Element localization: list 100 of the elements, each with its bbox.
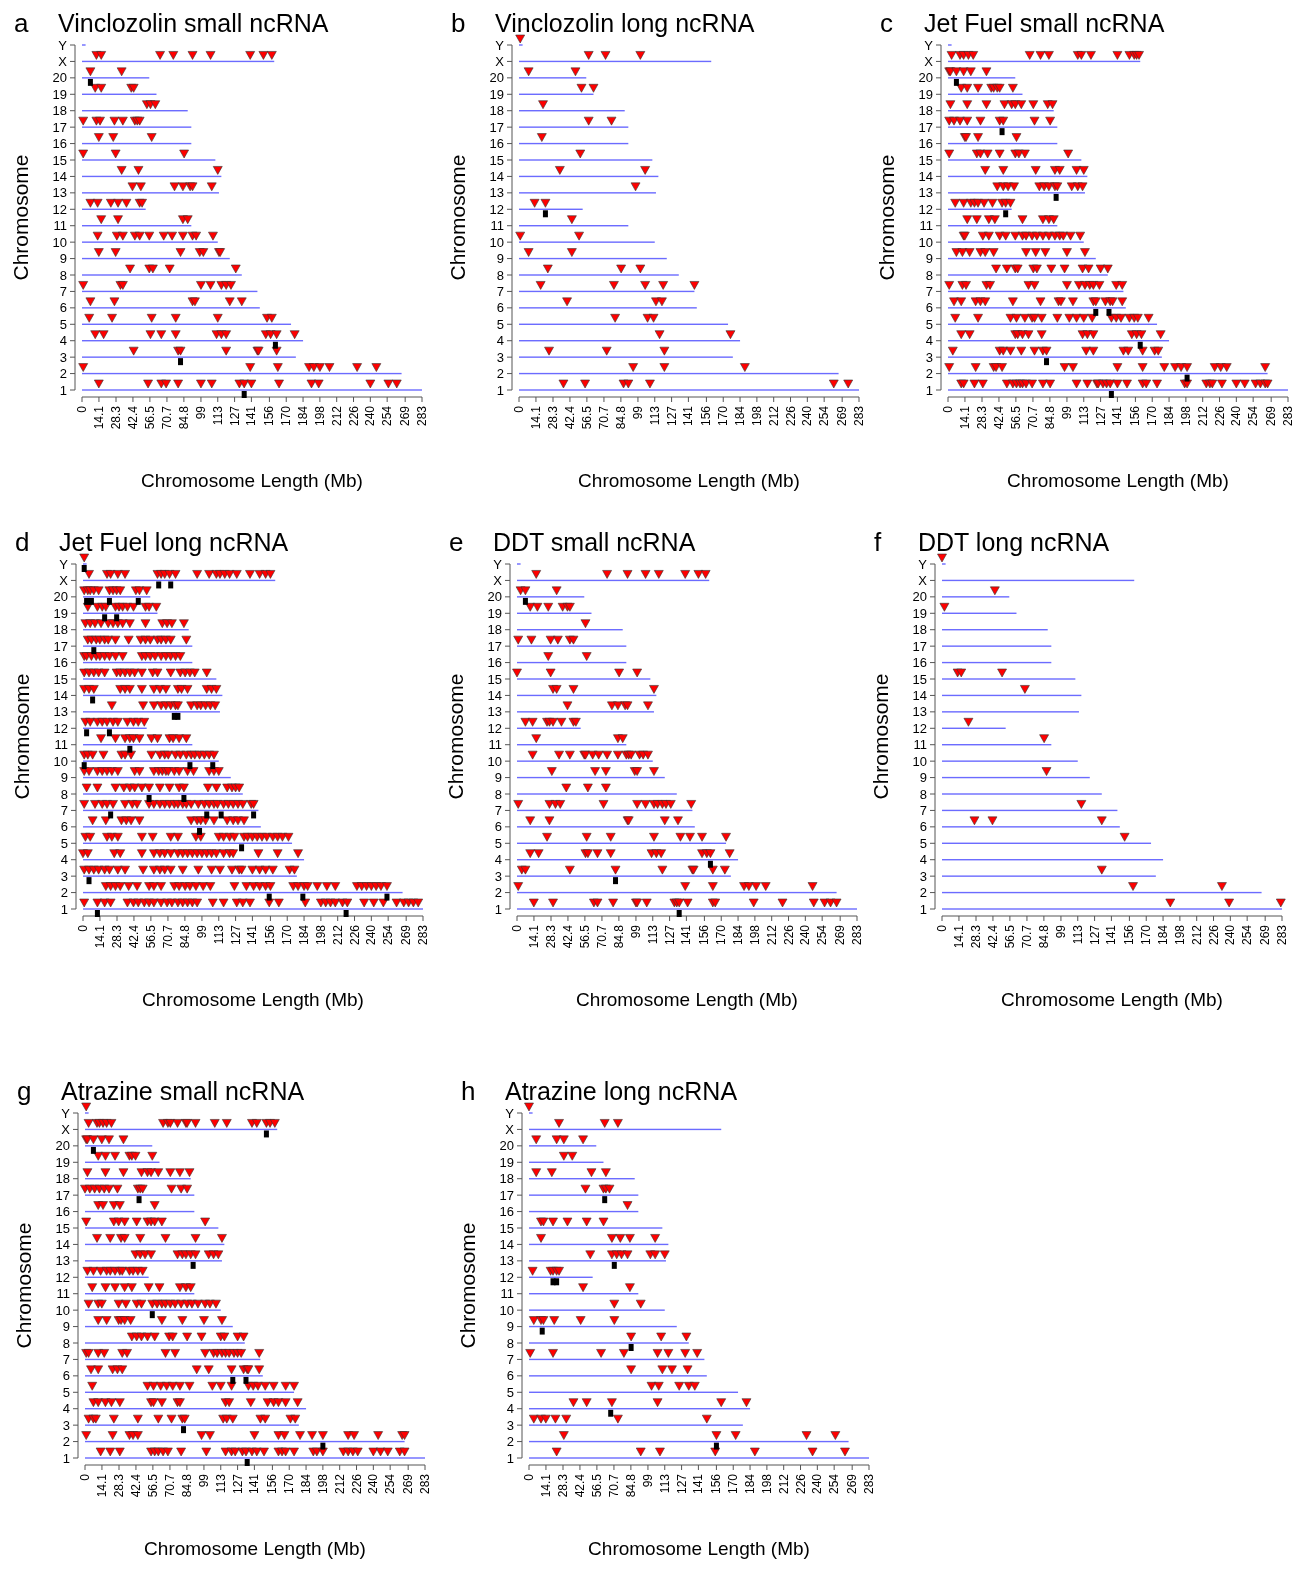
x-tick-label: 14.1 bbox=[957, 405, 972, 430]
y-tick-label: 15 bbox=[918, 152, 933, 168]
x-tick-label: 99 bbox=[630, 405, 645, 420]
x-tick-label: 170 bbox=[716, 405, 731, 427]
chart-title: Atrazine small ncRNA bbox=[61, 1077, 305, 1105]
y-tick-label: 4 bbox=[494, 852, 502, 868]
x-tick-label: 0 bbox=[510, 924, 524, 932]
y-tick-label: 18 bbox=[52, 103, 67, 119]
x-tick-label: 269 bbox=[398, 405, 413, 427]
y-tick-label: 7 bbox=[506, 1351, 514, 1367]
x-tick-label: 212 bbox=[1189, 924, 1204, 946]
x-tick-label: 14.1 bbox=[528, 405, 543, 430]
chart-title: Atrazine long ncRNA bbox=[505, 1077, 738, 1105]
x-tick-label: 269 bbox=[399, 924, 414, 946]
x-tick-label: 56.5 bbox=[589, 1473, 604, 1498]
y-tick-label: 16 bbox=[489, 136, 504, 152]
y-tick-label: 13 bbox=[487, 704, 502, 720]
x-tick-label: 42.4 bbox=[562, 405, 577, 430]
y-tick-label: 9 bbox=[494, 770, 502, 786]
y-axis-title: Chromosome bbox=[9, 154, 32, 281]
x-tick-label: 127 bbox=[664, 405, 679, 427]
x-tick-label: 184 bbox=[743, 1473, 758, 1495]
x-tick-label: 212 bbox=[330, 924, 345, 946]
x-tick-label: 14.1 bbox=[951, 924, 966, 949]
x-tick-label: 240 bbox=[810, 1473, 825, 1495]
y-tick-label: 18 bbox=[489, 103, 504, 119]
y-tick-label: 11 bbox=[54, 737, 68, 753]
y-tick-label: 2 bbox=[62, 1434, 70, 1450]
x-tick-label: 269 bbox=[401, 1473, 416, 1495]
y-tick-label: X bbox=[924, 53, 934, 69]
y-tick-label: 5 bbox=[919, 835, 927, 851]
x-tick-label: 170 bbox=[1139, 924, 1154, 946]
y-tick-label: 8 bbox=[494, 786, 502, 802]
x-tick-label: 99 bbox=[1053, 924, 1068, 939]
x-tick-label: 269 bbox=[835, 405, 850, 427]
x-tick-label: 198 bbox=[747, 924, 762, 946]
y-tick-label: 9 bbox=[62, 1319, 70, 1335]
y-tick-label: 1 bbox=[496, 382, 504, 398]
y-axis-title: Chromosome bbox=[444, 673, 467, 800]
y-axis-title: Chromosome bbox=[875, 154, 898, 281]
y-tick-label: 19 bbox=[52, 86, 67, 102]
x-axis-title: Chromosome Length (Mb) bbox=[588, 1538, 810, 1559]
x-tick-label: 70.7 bbox=[596, 405, 611, 430]
x-tick-label: 212 bbox=[1195, 405, 1210, 427]
y-tick-label: 10 bbox=[918, 234, 933, 250]
y-tick-label: 8 bbox=[62, 1335, 70, 1351]
x-tick-label: 56.5 bbox=[1008, 405, 1023, 430]
x-tick-label: 240 bbox=[1229, 405, 1244, 427]
y-tick-label: 12 bbox=[55, 1269, 70, 1285]
x-tick-label: 0 bbox=[941, 405, 955, 413]
x-tick-label: 156 bbox=[263, 924, 278, 946]
x-tick-label: 127 bbox=[674, 1473, 689, 1495]
x-tick-label: 113 bbox=[647, 405, 662, 426]
y-tick-label: 4 bbox=[62, 1401, 70, 1417]
chart-title: DDT long ncRNA bbox=[918, 528, 1110, 556]
x-tick-label: 184 bbox=[297, 924, 312, 946]
y-tick-label: 14 bbox=[499, 1236, 514, 1252]
x-tick-label: 99 bbox=[194, 924, 209, 939]
x-tick-label: 184 bbox=[731, 924, 746, 946]
y-tick-label: 3 bbox=[62, 1417, 70, 1433]
x-tick-label: 156 bbox=[262, 405, 277, 427]
x-tick-label: 156 bbox=[697, 924, 712, 946]
x-tick-label: 198 bbox=[313, 924, 328, 946]
x-tick-label: 226 bbox=[793, 1473, 808, 1495]
x-tick-label: 0 bbox=[78, 1473, 92, 1481]
y-tick-label: 18 bbox=[55, 1171, 70, 1187]
x-tick-label: 70.7 bbox=[162, 1473, 177, 1498]
y-tick-label: 15 bbox=[53, 671, 68, 687]
y-tick-label: 1 bbox=[506, 1450, 514, 1466]
y-tick-label: 19 bbox=[912, 605, 927, 621]
y-tick-label: 17 bbox=[489, 119, 504, 135]
text: f bbox=[874, 527, 882, 557]
y-tick-label: 11 bbox=[500, 1286, 514, 1302]
x-tick-label: 127 bbox=[662, 924, 677, 946]
x-tick-label: 269 bbox=[1258, 924, 1273, 946]
y-tick-label: X bbox=[61, 1121, 71, 1137]
y-tick-label: Y bbox=[505, 1105, 515, 1121]
x-tick-label: 42.4 bbox=[985, 924, 1000, 949]
x-tick-label: 198 bbox=[312, 405, 327, 427]
y-tick-label: 17 bbox=[55, 1187, 70, 1203]
x-tick-label: 28.3 bbox=[109, 405, 123, 430]
y-tick-label: 1 bbox=[62, 1450, 70, 1466]
y-tick-label: 15 bbox=[487, 671, 502, 687]
y-tick-label: 5 bbox=[496, 316, 504, 332]
y-tick-label: 11 bbox=[53, 218, 67, 234]
x-tick-label: 156 bbox=[265, 1473, 280, 1495]
y-tick-label: 13 bbox=[918, 185, 933, 201]
y-axis-title: Chromosome bbox=[12, 1222, 35, 1349]
x-tick-label: 283 bbox=[850, 924, 864, 946]
x-tick-label: 141 bbox=[681, 405, 696, 427]
x-tick-label: 84.8 bbox=[613, 405, 628, 430]
y-tick-label: 8 bbox=[925, 267, 933, 283]
x-tick-label: 283 bbox=[418, 1473, 432, 1495]
y-tick-label: X bbox=[495, 53, 505, 69]
x-tick-label: 212 bbox=[776, 1473, 791, 1495]
x-tick-label: 127 bbox=[228, 924, 243, 946]
x-tick-label: 170 bbox=[282, 1473, 297, 1495]
y-tick-label: 17 bbox=[487, 638, 502, 654]
y-tick-label: 11 bbox=[913, 737, 927, 753]
y-tick-label: 15 bbox=[912, 671, 927, 687]
